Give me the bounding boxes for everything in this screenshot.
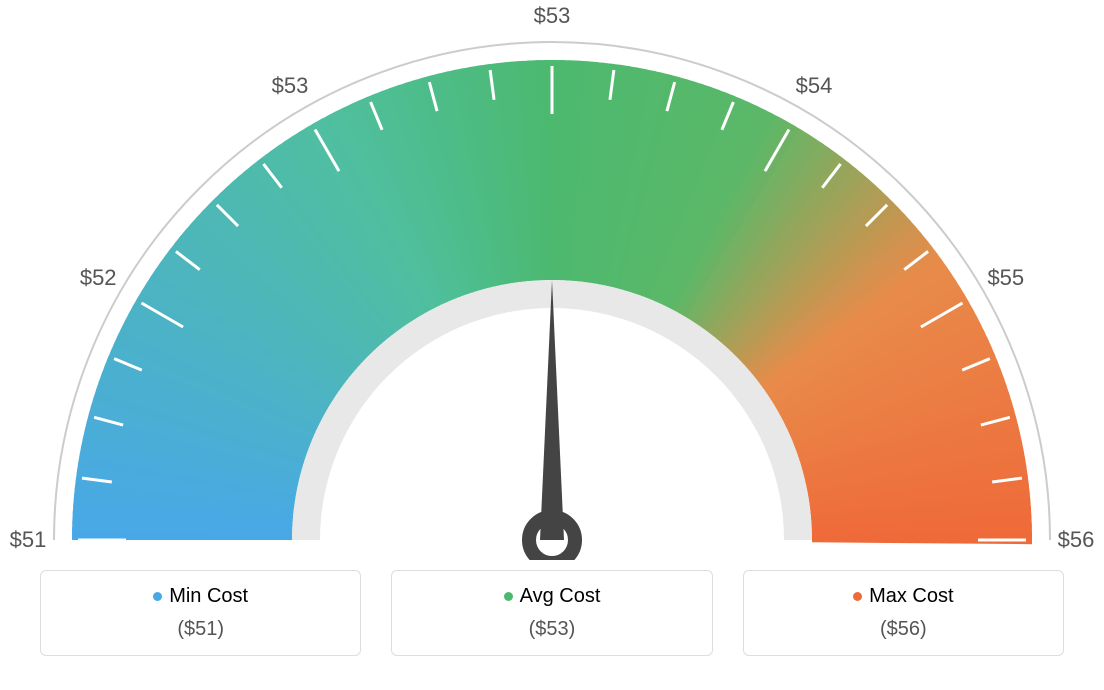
legend-label-max: Max Cost (869, 585, 953, 607)
tick-label: $54 (796, 73, 833, 98)
tick-label: $53 (534, 3, 571, 28)
legend-box-max: Max Cost ($56) (743, 570, 1064, 656)
tick-label: $53 (272, 73, 309, 98)
legend-dot-avg (504, 592, 513, 601)
tick-label: $55 (987, 265, 1024, 290)
legend-box-avg: Avg Cost ($53) (391, 570, 712, 656)
legend-dot-min (153, 592, 162, 601)
legend-value-max: ($56) (754, 618, 1053, 641)
tick-label: $56 (1058, 527, 1095, 552)
needle (540, 280, 564, 540)
gauge-svg: $51 $52 $53 $53 $54 $55 $56 (0, 0, 1104, 560)
legend-value-avg: ($53) (402, 618, 701, 641)
tick-label: $51 (10, 527, 47, 552)
legend-label-min: Min Cost (169, 585, 248, 607)
legend-box-min: Min Cost ($51) (40, 570, 361, 656)
tick-label: $52 (80, 265, 117, 290)
legend-value-min: ($51) (51, 618, 350, 641)
legend-title-max: Max Cost (754, 585, 1053, 608)
legend-title-avg: Avg Cost (402, 585, 701, 608)
legend-title-min: Min Cost (51, 585, 350, 608)
gauge-chart: $51 $52 $53 $53 $54 $55 $56 (0, 0, 1104, 560)
legend-label-avg: Avg Cost (520, 585, 601, 607)
legend-dot-max (853, 592, 862, 601)
legend-row: Min Cost ($51) Avg Cost ($53) Max Cost (… (0, 560, 1104, 656)
